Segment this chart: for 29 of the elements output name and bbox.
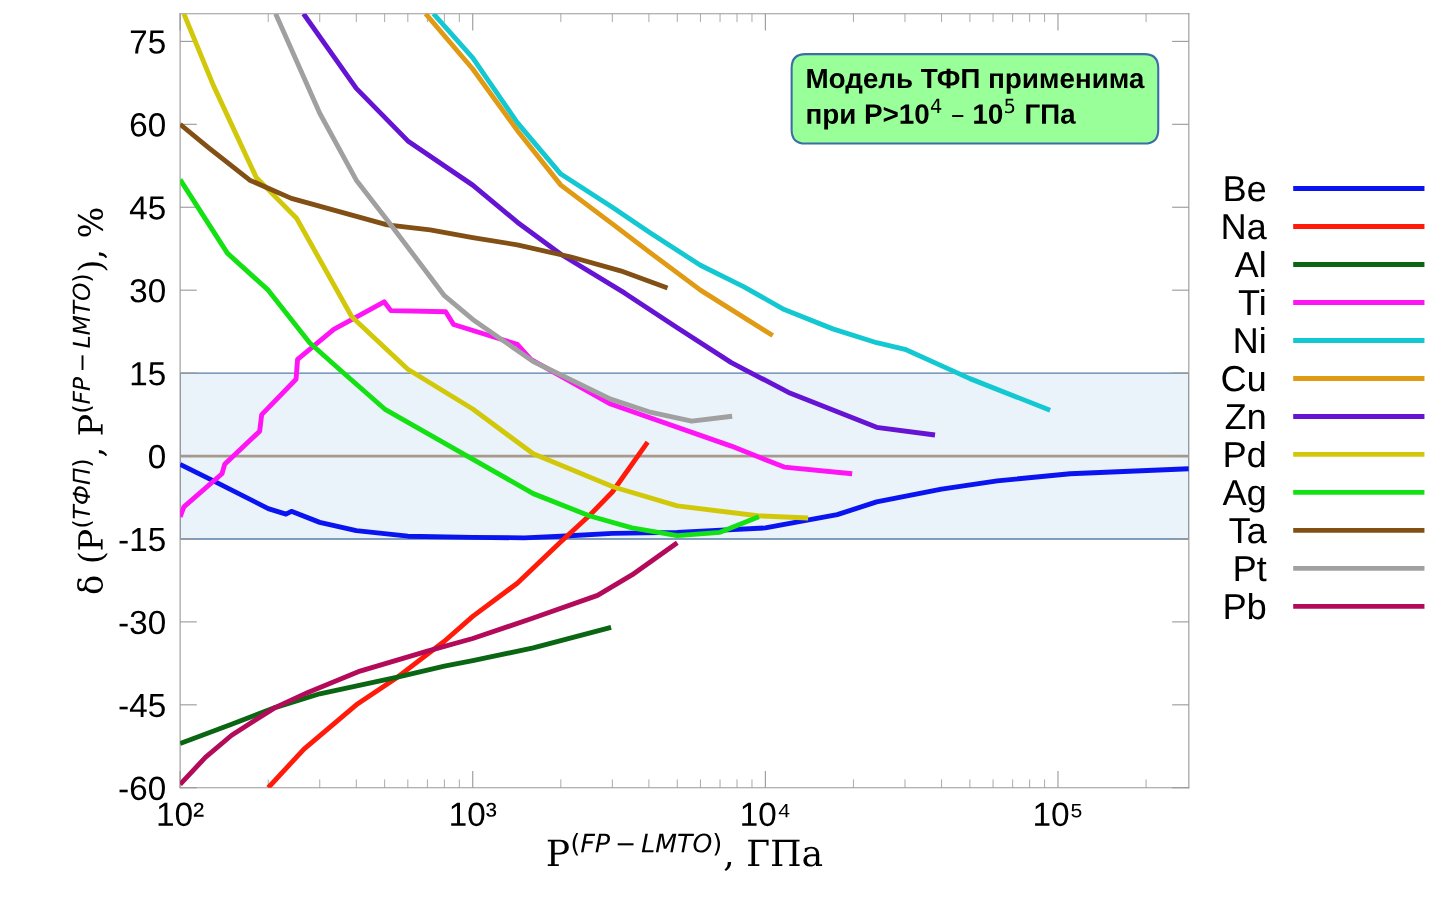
legend-label: Zn xyxy=(1225,404,1265,430)
x-axis-title: P$^{(FP−LMTO)}$, ГПа xyxy=(547,833,823,871)
x-tick-label: 10³ xyxy=(451,802,497,827)
y-tick-label: -60 xyxy=(119,776,165,801)
x-tick-label: 10⁴ xyxy=(742,802,790,827)
legend-label: Pt xyxy=(1235,556,1267,582)
legend-label: Be xyxy=(1225,176,1266,202)
legend-label: Cu xyxy=(1222,365,1265,392)
y-tick-label: -30 xyxy=(119,610,165,635)
y-tick-label: 60 xyxy=(130,113,165,137)
legend-label: Pd xyxy=(1225,440,1265,468)
x-tick-label: 10² xyxy=(158,802,204,827)
y-tick-label: 45 xyxy=(129,196,165,220)
legend-label: Na xyxy=(1223,214,1267,240)
y-tick-label: 75 xyxy=(130,30,165,54)
y-tick-label: -45 xyxy=(119,693,165,718)
legend-label: Ag xyxy=(1222,480,1265,513)
legend-label: Ta xyxy=(1229,518,1267,544)
y-axis-title: δ (P$^{(ТФП)}$, P$^{(FP−LMTO)}$), % xyxy=(72,208,108,594)
annotation: Модель ТФП применима при P>10$^{4}$ – 10$^{5}$ ГПа xyxy=(807,68,1145,130)
y-tick-label: 0 xyxy=(149,444,165,469)
legend-label: Pb xyxy=(1225,592,1266,620)
x-tick-label: 10⁵ xyxy=(1035,802,1082,827)
y-tick-label: 30 xyxy=(130,278,165,303)
y-tick-label: 15 xyxy=(131,362,165,386)
legend-label: Ti xyxy=(1238,288,1265,316)
legend-label: Al xyxy=(1234,250,1265,278)
y-tick-label: -15 xyxy=(119,528,165,552)
legend-label: Ni xyxy=(1235,326,1265,354)
